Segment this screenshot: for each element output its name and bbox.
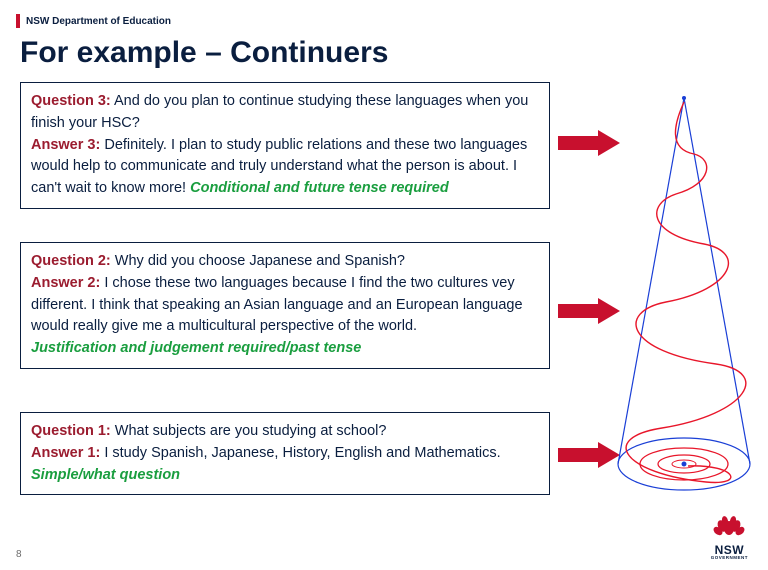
question-label: Question 1: xyxy=(31,423,111,439)
arrow-icon xyxy=(558,130,620,156)
department-name: NSW Department of Education xyxy=(26,16,171,27)
answer-text: I chose these two languages because I fi… xyxy=(31,275,523,335)
header-accent xyxy=(16,14,20,28)
question-label: Question 3: xyxy=(31,93,111,109)
question-text: What subjects are you studying at school… xyxy=(111,423,387,439)
answer-label: Answer 1: xyxy=(31,445,100,461)
grammar-note: Justification and judgement required/pas… xyxy=(31,340,361,356)
qa-box-3: Question 3: And do you plan to continue … xyxy=(20,82,550,209)
answer-label: Answer 2: xyxy=(31,275,100,291)
grammar-note: Simple/what question xyxy=(31,467,180,483)
cone-spiral-diagram xyxy=(616,94,752,494)
waratah-icon xyxy=(712,512,746,540)
arrow-icon xyxy=(558,298,620,324)
slide-title: For example – Continuers xyxy=(20,36,388,70)
grammar-note: Conditional and future tense required xyxy=(190,180,449,196)
page-number: 8 xyxy=(16,549,22,560)
nsw-government-logo: NSW GOVERNMENT xyxy=(711,512,748,560)
qa-box-2: Question 2: Why did you choose Japanese … xyxy=(20,242,550,369)
answer-label: Answer 3: xyxy=(31,137,100,153)
qa-box-1: Question 1: What subjects are you studyi… xyxy=(20,412,550,495)
answer-text: I study Spanish, Japanese, History, Engl… xyxy=(100,445,500,461)
header: NSW Department of Education xyxy=(16,14,171,28)
logo-sub-text: GOVERNMENT xyxy=(711,555,748,560)
question-text: Why did you choose Japanese and Spanish? xyxy=(111,253,405,269)
arrow-icon xyxy=(558,442,620,468)
question-label: Question 2: xyxy=(31,253,111,269)
